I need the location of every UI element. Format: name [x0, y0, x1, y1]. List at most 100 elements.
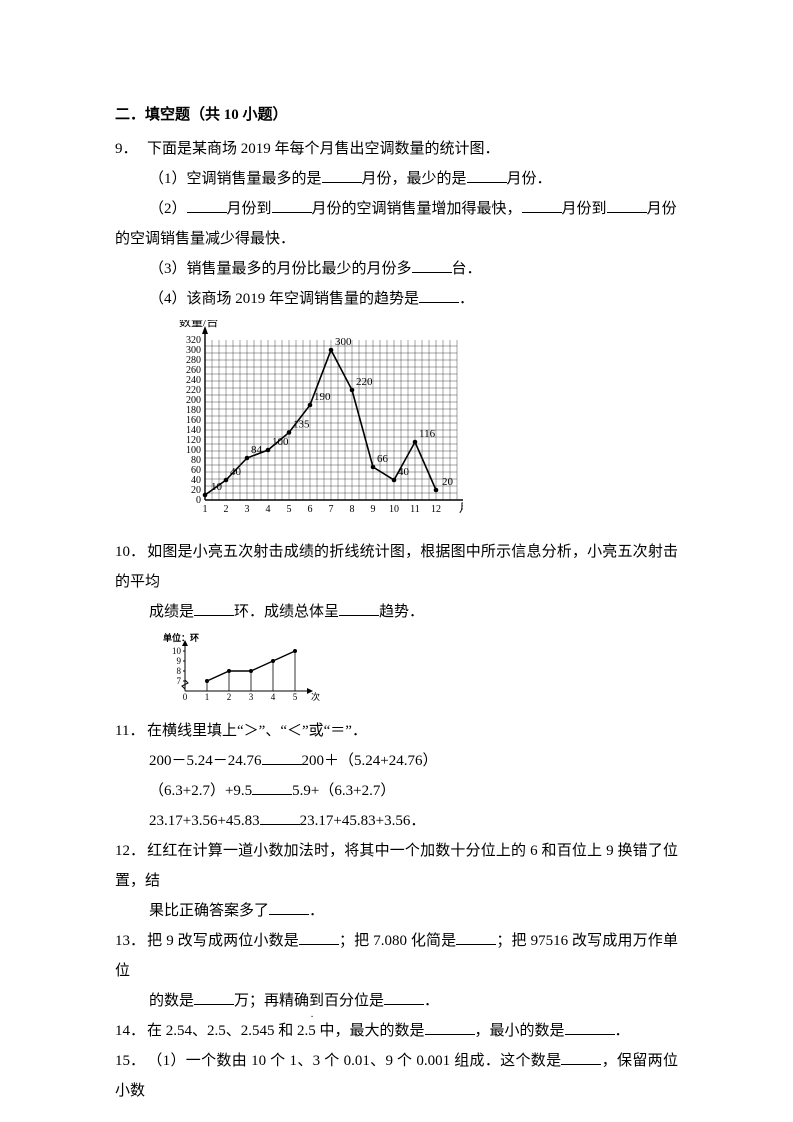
- svg-text:数量/台: 数量/台: [179, 320, 218, 329]
- svg-text:240: 240: [186, 375, 201, 386]
- q9-stem: 下面是某商场 2019 年每个月售出空调数量的统计图．: [147, 141, 500, 157]
- svg-text:220: 220: [356, 376, 373, 388]
- svg-text:1: 1: [203, 504, 208, 515]
- svg-text:5: 5: [287, 504, 292, 515]
- blank[interactable]: [412, 257, 452, 273]
- svg-text:300: 300: [186, 345, 201, 356]
- blank[interactable]: [384, 989, 424, 1005]
- q9-p2: （2）月份到月份的空调销售量增加得最快，月份到月份: [115, 194, 678, 224]
- q9-p3: （3）销售量最多的月份比最少的月份多台．: [115, 254, 678, 284]
- svg-text:1: 1: [205, 692, 210, 701]
- svg-text:180: 180: [186, 405, 201, 416]
- svg-text:220: 220: [186, 385, 201, 396]
- svg-text:320: 320: [186, 335, 201, 346]
- svg-text:7: 7: [329, 504, 334, 515]
- svg-text:190: 190: [314, 391, 331, 403]
- q10-stem-a: 如图是小亮五次射击成绩的折线统计图，根据图中所示信息分析，小亮五次射击的平均: [115, 544, 678, 590]
- q10-chart: 单位：环78910012345次: [163, 631, 678, 712]
- svg-text:40: 40: [398, 466, 410, 478]
- svg-text:40: 40: [230, 466, 242, 478]
- svg-text:160: 160: [186, 415, 201, 426]
- svg-text:60: 60: [191, 465, 201, 476]
- blank[interactable]: [419, 287, 459, 303]
- svg-text:12: 12: [431, 504, 441, 515]
- svg-text:4: 4: [266, 504, 271, 515]
- q9-p4: （4）该商场 2019 年空调销售量的趋势是．: [115, 284, 678, 314]
- svg-text:5: 5: [293, 692, 298, 701]
- blank[interactable]: [194, 989, 234, 1005]
- blank[interactable]: [322, 167, 362, 183]
- svg-text:次: 次: [311, 691, 320, 701]
- blank[interactable]: [252, 779, 292, 795]
- svg-text:200: 200: [186, 395, 201, 406]
- svg-text:月份: 月份: [459, 501, 463, 515]
- section-title: 二．填空题（共 10 小题）: [115, 100, 678, 130]
- svg-text:8: 8: [177, 666, 182, 676]
- q12-number: 12．: [115, 836, 147, 866]
- svg-text:10: 10: [389, 504, 399, 515]
- blank[interactable]: [467, 167, 507, 183]
- blank[interactable]: [299, 929, 339, 945]
- blank[interactable]: [194, 600, 234, 616]
- svg-text:100: 100: [272, 436, 289, 448]
- svg-text:11: 11: [410, 504, 420, 515]
- q9-p1: （1）空调销售量最多的是月份，最少的是月份．: [115, 164, 678, 194]
- svg-text:20: 20: [191, 485, 201, 496]
- blank[interactable]: [565, 1019, 615, 1035]
- q12: 12．红红在计算一道小数加法时，将其中一个加数十分位上的 6 和百位上 9 换错…: [115, 836, 678, 896]
- blank[interactable]: [187, 197, 227, 213]
- q9-number: 9．: [115, 134, 147, 164]
- q9-chart: 0204060801001201401601802002202402602803…: [163, 320, 678, 531]
- q15: 15．（1）一个数由 10 个 1、3 个 0.01、9 个 0.001 组成．…: [115, 1046, 678, 1106]
- q11-l3: 23.17+3.56+45.8323.17+45.83+3.56．: [115, 806, 678, 836]
- svg-text:116: 116: [419, 428, 436, 440]
- q14: 14．在 2.54、2.5、2.545 和 2.·5 中，最大的数是，最小的数是…: [115, 1016, 678, 1046]
- svg-text:100: 100: [186, 445, 201, 456]
- svg-text:260: 260: [186, 365, 201, 376]
- blank[interactable]: [269, 899, 309, 915]
- svg-text:9: 9: [371, 504, 376, 515]
- svg-text:135: 135: [293, 419, 310, 431]
- svg-text:66: 66: [377, 453, 389, 465]
- svg-text:40: 40: [191, 475, 201, 486]
- svg-text:7: 7: [177, 676, 182, 686]
- q11-l1: 200－5.24－24.76200＋（5.24+24.76）: [115, 746, 678, 776]
- svg-text:6: 6: [308, 504, 313, 515]
- q13-b: 的数是万；再精确到百分位是．: [115, 986, 678, 1016]
- svg-text:84: 84: [251, 444, 263, 456]
- q11-number: 11．: [115, 716, 147, 746]
- svg-text:0: 0: [183, 692, 188, 701]
- svg-text:300: 300: [335, 336, 352, 348]
- blank[interactable]: [425, 1019, 475, 1035]
- q11-stem: 在横线里填上“＞”、“＜”或“＝”．: [147, 723, 367, 739]
- svg-text:3: 3: [249, 692, 254, 701]
- q10-number: 10．: [115, 537, 147, 567]
- svg-text:4: 4: [271, 692, 276, 701]
- q13-number: 13．: [115, 926, 147, 956]
- blank[interactable]: [260, 809, 300, 825]
- svg-text:8: 8: [350, 504, 355, 515]
- svg-text:2: 2: [227, 692, 232, 701]
- repeating-decimal: ·5: [308, 1016, 316, 1046]
- svg-text:20: 20: [442, 476, 454, 488]
- q11-l2: （6.3+2.7）+9.55.9+（6.3+2.7）: [115, 776, 678, 806]
- blank[interactable]: [607, 197, 647, 213]
- q12-b: 果比正确答案多了．: [115, 896, 678, 926]
- q11: 11．在横线里填上“＞”、“＜”或“＝”．: [115, 716, 678, 746]
- blank[interactable]: [339, 600, 379, 616]
- svg-text:9: 9: [177, 656, 182, 666]
- svg-text:280: 280: [186, 355, 201, 366]
- q9: 9．下面是某商场 2019 年每个月售出空调数量的统计图．: [115, 134, 678, 164]
- svg-text:140: 140: [186, 425, 201, 436]
- q10-line2: 成绩是环．成绩总体呈趋势．: [115, 597, 678, 627]
- blank[interactable]: [561, 1049, 601, 1065]
- q15-number: 15．: [115, 1046, 147, 1076]
- blank[interactable]: [522, 197, 562, 213]
- svg-text:10: 10: [211, 481, 223, 493]
- svg-text:10: 10: [172, 646, 182, 656]
- blank[interactable]: [262, 749, 302, 765]
- blank[interactable]: [456, 929, 496, 945]
- svg-text:120: 120: [186, 435, 201, 446]
- blank[interactable]: [272, 197, 312, 213]
- q13: 13．把 9 改写成两位小数是；把 7.080 化简是；把 97516 改写成用…: [115, 926, 678, 986]
